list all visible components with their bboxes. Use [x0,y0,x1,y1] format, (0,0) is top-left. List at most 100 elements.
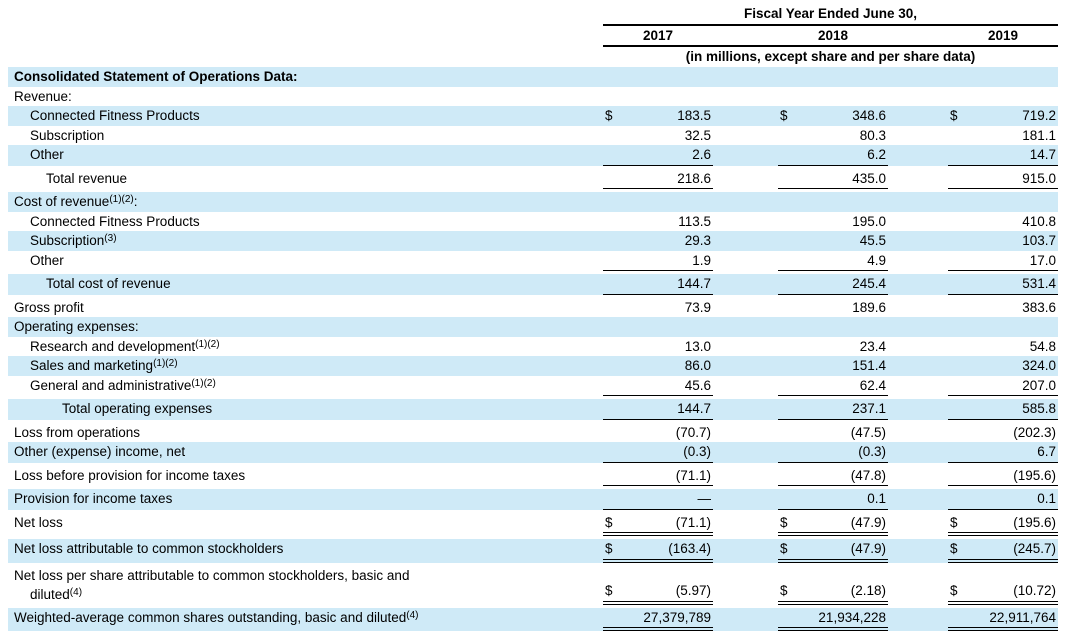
cell-value: 23.4 [859,338,886,354]
cell-value: 22,911,764 [989,609,1056,625]
row-label: Net loss [14,514,63,530]
cell-value: (70.7) [675,424,711,440]
cell-value: 54.8 [1029,338,1056,354]
cell-value: (47.9) [850,541,886,556]
table-row: Provision for income taxes — 0.1 0.1 [8,489,1058,510]
column-gap [713,169,778,190]
value-cell-2017: 29.3 [603,231,713,251]
cell-value: 144.7 [677,401,711,416]
value-cell-2019: 531.4 [948,274,1058,295]
value-cell-2017: $ (163.4) [603,539,713,563]
column-gap [713,28,778,44]
cell-value: 27,379,789 [643,609,711,625]
value-cell-2017: (71.1) [603,466,713,486]
column-gap [888,212,948,232]
cell-value: (71.1) [675,514,711,530]
column-gap [888,466,948,487]
value-cell-2019 [948,67,1058,87]
value-cell-2017 [603,192,713,212]
cell-value: (195.6) [1013,467,1056,483]
table-body: Consolidated Statement of Operations Dat… [8,67,1058,631]
cell-value: 531.4 [1022,276,1056,291]
value-cell-2018: 237.1 [778,399,888,420]
value-cell-2019: 181.1 [948,126,1058,146]
column-gap [888,376,948,397]
column-gap [888,251,948,272]
table-row: General and administrative(1)(2) 45.6 62… [8,375,1058,397]
column-gap [888,274,948,295]
column-gap [713,106,778,126]
column-gap [713,356,778,376]
cell-value: (245.7) [1013,541,1056,556]
footnote-superscript: (1)(2) [109,194,134,205]
value-cell-2018: 435.0 [778,169,888,189]
year-column-2017: 2017 [642,28,674,43]
column-gap [713,317,778,337]
row-label: Other (expense) income, net [14,444,186,459]
column-gap [713,192,778,212]
row-label: Cost of revenue(1)(2): [14,194,138,209]
table-row: Cost of revenue(1)(2): [8,192,1058,212]
row-label: General and administrative(1)(2) [30,377,216,393]
value-cell-2019 [948,317,1058,337]
column-gap [713,539,778,563]
cell-value: (195.6) [1013,514,1056,530]
column-gap [888,489,948,510]
value-cell-2019: 383.6 [948,298,1058,318]
cell-value: 21,934,228 [818,609,886,625]
table-row: Consolidated Statement of Operations Dat… [8,67,1058,87]
value-cell-2017: 144.7 [603,274,713,295]
column-gap [888,608,948,632]
value-cell-2017: 144.7 [603,399,713,420]
row-label: Total revenue [46,170,128,186]
value-cell-2018: $ (47.9) [778,539,888,563]
table-row: Other (expense) income, net (0.3) (0.3) … [8,442,1058,463]
cell-value: 410.8 [1022,213,1056,229]
value-cell-2018: 189.6 [778,298,888,318]
value-cell-2019 [948,87,1058,107]
row-label: Weighted-average common shares outstandi… [14,609,419,625]
value-cell-2017: 73.9 [603,298,713,318]
cell-value: 719.2 [1022,108,1056,123]
currency-symbol: $ [780,583,788,598]
currency-symbol: $ [780,514,788,530]
value-cell-2019: 585.8 [948,399,1058,420]
value-cell-2019: 324.0 [948,356,1058,376]
value-cell-2017: $ (5.97) [603,566,713,605]
table-row: Weighted-average common shares outstandi… [8,607,1058,632]
cell-value: 383.6 [1022,299,1056,315]
table-row: Loss before provision for income taxes (… [8,465,1058,487]
cell-value: 103.7 [1022,233,1056,248]
cell-value: 6.7 [1037,444,1056,459]
column-gap [888,442,948,463]
value-cell-2019: 14.7 [948,145,1058,166]
value-cell-2018 [778,317,888,337]
cell-value: 195.0 [852,213,886,229]
column-gap [713,399,778,420]
table-row: Net loss $ (71.1) $ (47.9) $ (195.6) [8,512,1058,537]
footnote-superscript: (4) [406,609,419,621]
column-gap [713,513,778,537]
fiscal-year-title: Fiscal Year Ended June 30, [603,6,1058,26]
cell-value: (47.8) [850,467,886,483]
column-gap [713,126,778,146]
column-gap [713,87,778,107]
cell-value: 6.2 [867,147,886,162]
cell-value: 0.1 [867,491,886,506]
table-row: Net loss per share attributable to commo… [8,565,1058,605]
row-label: Other [30,252,64,268]
column-gap [888,317,948,337]
value-cell-2018: $348.6 [778,106,888,126]
cell-value: (71.1) [675,467,711,483]
currency-symbol: $ [605,108,613,123]
value-cell-2018: 195.0 [778,212,888,232]
footnote-superscript: (4) [69,587,83,598]
table-row: Total cost of revenue 144.7 245.4 531.4 [8,274,1058,295]
value-cell-2017: $ (71.1) [603,513,713,536]
value-cell-2018 [778,67,888,87]
cell-value: 4.9 [867,252,886,268]
row-label: Connected Fitness Products [30,108,200,123]
value-cell-2017: 113.5 [603,212,713,232]
value-cell-2018: 62.4 [778,376,888,396]
